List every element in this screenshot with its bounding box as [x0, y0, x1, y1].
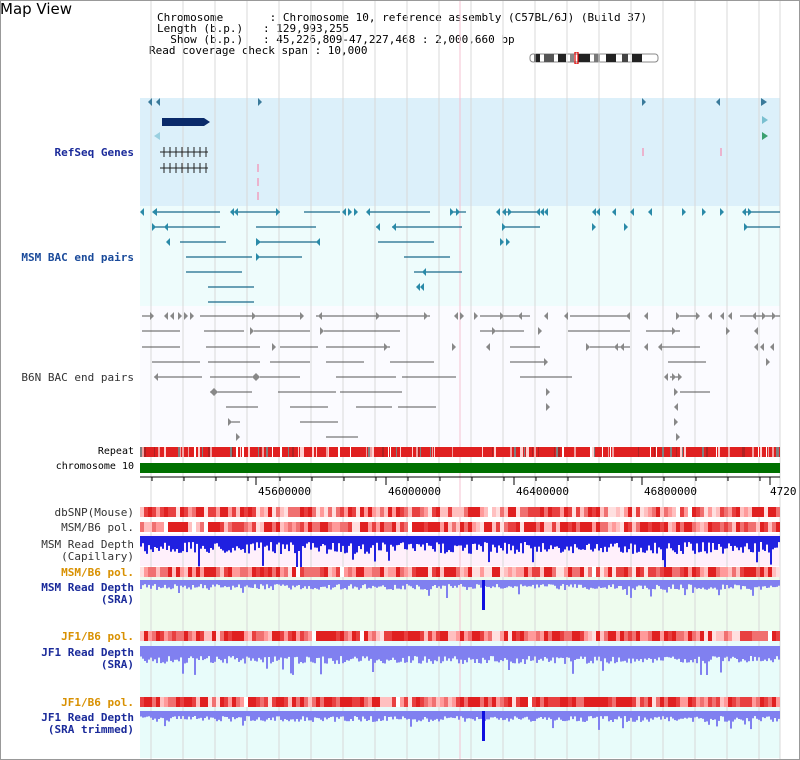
- read-depth-bars: [140, 580, 780, 610]
- axis-tick-label: 46400000: [516, 485, 569, 498]
- jf1-depth-trimmed-label-2: (SRA trimmed): [47, 723, 134, 736]
- read-depth-bars: [140, 536, 780, 570]
- jf1-pol-label[interactable]: JF1/B6 pol.: [61, 630, 134, 643]
- msm-pol-2-label[interactable]: MSM/B6 pol.: [61, 566, 134, 579]
- jf1-depth-trimmed-label-1[interactable]: JF1 Read Depth: [41, 711, 134, 724]
- polymorphism-heat-row: [140, 697, 780, 707]
- msm-depth-sra-label-1[interactable]: MSM Read Depth: [41, 581, 134, 594]
- chromosome-bar: [140, 463, 780, 473]
- refseq-genes-track[interactable]: [140, 98, 782, 206]
- msm-bac-label[interactable]: MSM BAC end pairs: [21, 251, 134, 264]
- read-depth-spike: [482, 711, 485, 741]
- refseq-genes-label[interactable]: RefSeq Genes: [54, 146, 134, 159]
- axis-tick-label: 46000000: [388, 485, 441, 498]
- jf1-pol-2-label[interactable]: JF1/B6 pol.: [61, 696, 134, 709]
- polymorphism-heat-row: [140, 507, 780, 517]
- axis-tick-label: 4720: [770, 485, 797, 498]
- read-depth-bars: [140, 646, 780, 675]
- map-view-title: Map View: [0, 0, 73, 18]
- axis-tick-label: 46800000: [644, 485, 697, 498]
- msm-depth-capillary-label-2: (Capillary): [61, 550, 134, 563]
- repeat-label: Repeat: [97, 446, 134, 457]
- dbsnp-label[interactable]: dbSNP(Mouse): [54, 506, 134, 519]
- length-info-line: Length (b.p.) : 129,993,255: [157, 22, 350, 35]
- msm-bac-track[interactable]: [140, 206, 782, 306]
- axis-tick-label: 45600000: [258, 485, 311, 498]
- jf1-depth-sra-label-2: (SRA): [100, 658, 134, 671]
- polymorphism-heat-row: [140, 567, 780, 577]
- repeat-bar: [140, 447, 780, 457]
- read-depth-bars: [140, 711, 780, 741]
- msm-depth-sra-label-2: (SRA): [100, 593, 134, 606]
- ideogram-position-marker: [574, 52, 579, 64]
- chromosome-info-line: Chromosome : Chromosome 10, reference as…: [157, 11, 648, 24]
- coverage-span-info-line: Read coverage check span : 10,000: [149, 44, 368, 57]
- jf1-depth-sra-label-1[interactable]: JF1 Read Depth: [41, 646, 134, 659]
- polymorphism-heat-row: [140, 522, 780, 532]
- msm-pol-label[interactable]: MSM/B6 pol.: [61, 521, 134, 534]
- msm-depth-capillary-label-1[interactable]: MSM Read Depth: [41, 538, 134, 551]
- variation-and-depth-tracks[interactable]: [140, 505, 782, 760]
- position-axis: [140, 476, 780, 485]
- polymorphism-heat-row: [140, 631, 780, 641]
- b6n-bac-track[interactable]: [140, 306, 782, 446]
- read-depth-spike: [482, 580, 485, 610]
- chromosome-track-label: chromosome 10: [55, 461, 134, 472]
- chromosome-ideogram[interactable]: [528, 52, 660, 64]
- b6n-bac-label[interactable]: B6N BAC end pairs: [21, 371, 134, 384]
- gene-arrow: [148, 98, 152, 106]
- repeat-and-chromosome-track[interactable]: [140, 447, 782, 475]
- gene-block: [162, 118, 204, 126]
